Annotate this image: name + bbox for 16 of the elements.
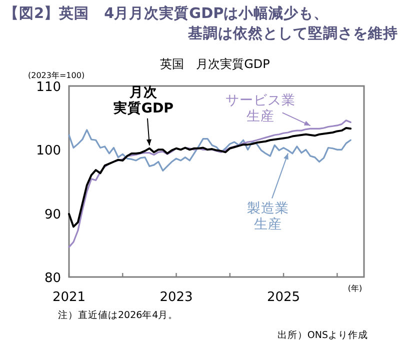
series-label: サービス業生産 [225,92,296,125]
y-tick-label: 90 [44,207,61,222]
text: 注）直近値は2026年4月。 [58,309,178,321]
y-tick-label: 110 [36,80,61,95]
x-tick-label: 2025 [267,290,300,305]
y-tick-label: 80 [44,271,61,286]
chart-subtitle: 英国 月次実質GDP [160,57,270,71]
text: 月次実質GDP [113,84,174,116]
text: 製造業生産 [247,200,290,232]
x-tick-label: 2023 [160,290,193,305]
y-tick-label: 100 [36,144,61,159]
text: 出所）ONSより作成 [277,329,368,341]
x-tick-label: 2021 [52,290,86,305]
x-axis-title: (年) [348,284,362,293]
y-axis-title: (2023年=100) [28,71,85,80]
chart-title: 【図2】英国 4月月次実質GDPは小幅減少も、基調は依然として堅調さを維持 [4,4,398,42]
